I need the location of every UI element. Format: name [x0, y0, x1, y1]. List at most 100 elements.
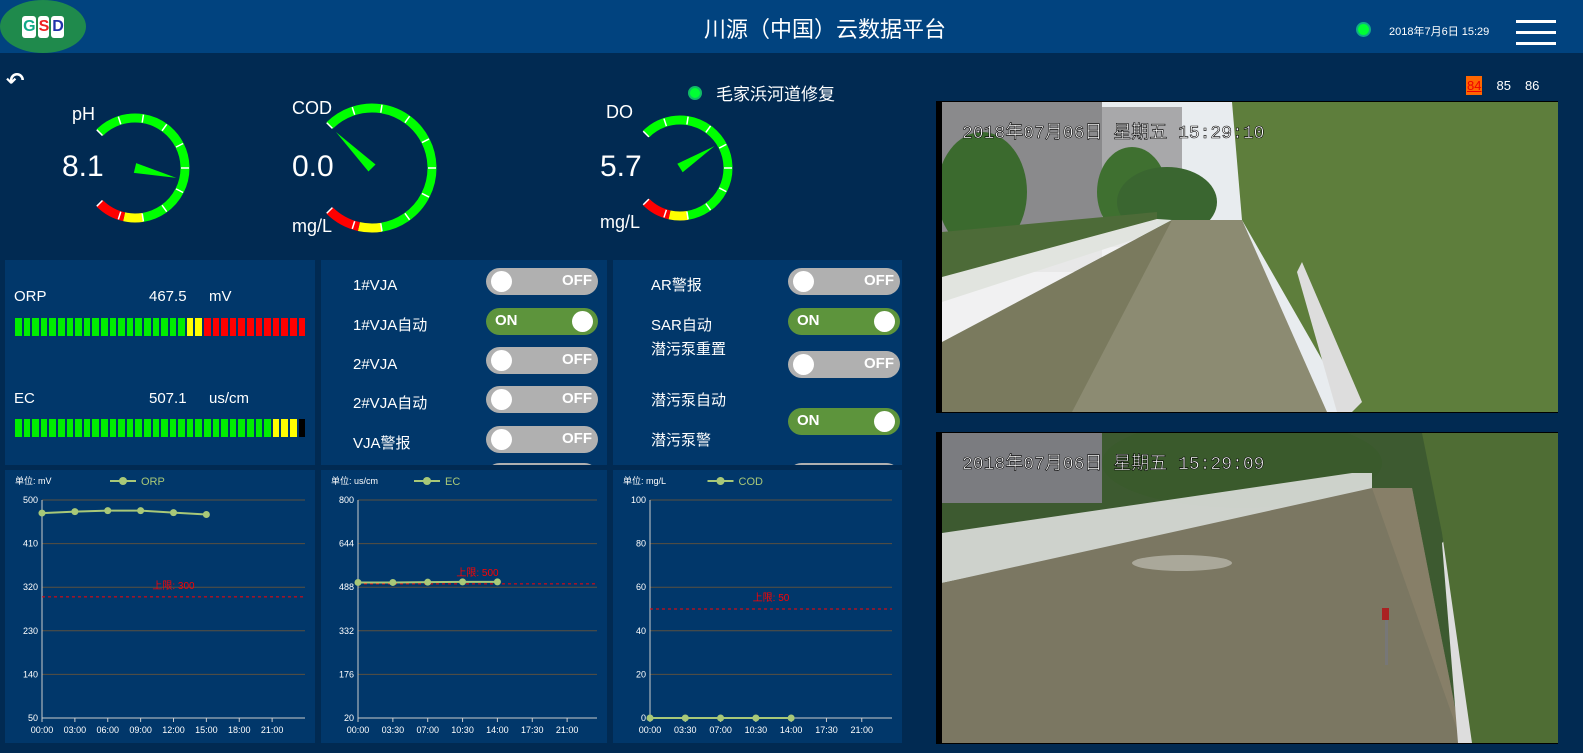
back-arrow-icon[interactable]: ↶	[6, 68, 25, 93]
legend-marker	[423, 477, 431, 485]
unit-label: 单位: mV	[15, 475, 52, 486]
toggle-switch[interactable]: OFF	[486, 347, 598, 374]
toggle-switch[interactable]: ON	[486, 308, 598, 335]
x-tick-label: 21:00	[261, 725, 284, 735]
menu-icon[interactable]	[1516, 20, 1556, 45]
toggle-switch[interactable]: ON	[788, 408, 900, 435]
level-segment	[143, 419, 151, 437]
data-point[interactable]	[681, 714, 689, 722]
gauge-tick	[175, 142, 184, 148]
toggle-switch[interactable]: OFF	[788, 351, 900, 378]
x-tick-label: 21:00	[556, 725, 579, 735]
x-tick-label: 14:00	[486, 725, 509, 735]
data-point[interactable]	[104, 507, 112, 515]
toggle-switch[interactable]: OFF	[788, 268, 900, 295]
level-segment	[100, 318, 108, 336]
page-84[interactable]: 84	[1466, 76, 1483, 95]
level-segment	[247, 318, 254, 336]
level-segment	[238, 318, 246, 336]
x-tick-label: 00:00	[347, 725, 370, 735]
y-tick-label: 800	[339, 495, 354, 505]
camera-1-timestamp: 2018年07月06日 星期五 15:29:10	[962, 122, 1264, 144]
level-segment	[161, 419, 168, 437]
ec-unit: us/cm	[209, 390, 250, 407]
data-point[interactable]	[38, 509, 46, 517]
header	[0, 0, 1583, 53]
gauge-tick	[161, 204, 168, 213]
data-point[interactable]	[752, 714, 760, 722]
level-segment	[290, 318, 297, 336]
gauge-needle	[677, 146, 715, 173]
toggle-knob	[874, 411, 895, 432]
data-point[interactable]	[202, 511, 210, 519]
gauge-tick	[351, 106, 356, 115]
data-point[interactable]	[717, 714, 725, 722]
level-segment	[152, 318, 160, 336]
camera-feed-1[interactable]: 2018年07月06日 星期五 15:29:10	[936, 101, 1558, 413]
data-point[interactable]	[787, 714, 795, 722]
toggle-switch[interactable]	[788, 463, 900, 465]
x-tick-label: 10:30	[745, 725, 768, 735]
x-tick-label: 06:00	[96, 725, 119, 735]
data-point[interactable]	[493, 578, 501, 586]
y-tick-label: 644	[339, 539, 354, 549]
level-segment	[83, 318, 91, 336]
data-point[interactable]	[71, 508, 79, 516]
gauge-tick	[421, 138, 430, 144]
gauge-label: DO	[606, 102, 633, 122]
chart-cod: 单位: mg/L COD 0 20 40 60 80 100 00:00 03:30 07:00 10…	[613, 470, 902, 743]
level-segment	[75, 419, 82, 437]
unit-label: 单位: us/cm	[331, 475, 378, 486]
level-segment	[83, 419, 91, 437]
gauge-tick	[663, 118, 668, 127]
level-segment	[135, 318, 142, 336]
gauge-tick	[663, 209, 668, 218]
page-86[interactable]: 86	[1524, 78, 1540, 93]
y-tick-label: 0	[641, 713, 646, 723]
level-segment	[100, 419, 108, 437]
level-segment	[169, 318, 177, 336]
level-segment	[109, 318, 117, 336]
x-tick-label: 17:30	[815, 725, 838, 735]
data-point[interactable]	[170, 509, 177, 517]
level-segment	[32, 419, 39, 437]
data-point[interactable]	[354, 578, 362, 586]
level-segment	[118, 318, 125, 336]
gauge-tick	[718, 187, 727, 193]
level-segment	[126, 419, 134, 437]
level-segment	[238, 419, 246, 437]
x-tick-label: 07:00	[416, 725, 439, 735]
camera-feed-2[interactable]: 2018年07月06日 星期五 15:29:09	[936, 432, 1558, 744]
data-point[interactable]	[389, 578, 397, 586]
toggle-switch[interactable]	[486, 463, 598, 465]
x-tick-label: 12:00	[162, 725, 185, 735]
toggle-switch[interactable]: OFF	[486, 386, 598, 413]
data-point[interactable]	[646, 714, 654, 722]
toggle-switch[interactable]: ON	[788, 308, 900, 335]
data-point[interactable]	[459, 578, 467, 586]
x-tick-label: 14:00	[780, 725, 803, 735]
level-segment	[195, 318, 203, 336]
toggle-state: OFF	[562, 272, 592, 289]
switch-label: 2#VJA	[353, 356, 398, 373]
gauge-tick	[117, 211, 122, 220]
gauge-label: COD	[292, 98, 332, 118]
toggle-switch[interactable]: OFF	[486, 268, 598, 295]
gauge-arc-segment	[357, 222, 383, 233]
x-tick-label: 09:00	[129, 725, 152, 735]
level-segment	[40, 318, 48, 336]
toggle-switch[interactable]: OFF	[486, 426, 598, 453]
y-tick-label: 20	[344, 713, 354, 723]
y-tick-label: 40	[636, 626, 646, 636]
page-85[interactable]: 85	[1496, 78, 1511, 93]
toggle-state: OFF	[562, 351, 592, 368]
x-tick-label: 03:30	[674, 725, 697, 735]
status-indicator-icon	[1356, 22, 1371, 37]
limit-label: 上限: 300	[152, 580, 195, 592]
level-segment	[229, 318, 237, 336]
gauge-tick	[705, 125, 712, 133]
level-segment	[23, 419, 31, 437]
data-point[interactable]	[424, 578, 432, 586]
legend-marker	[716, 477, 725, 485]
data-point[interactable]	[137, 507, 145, 515]
